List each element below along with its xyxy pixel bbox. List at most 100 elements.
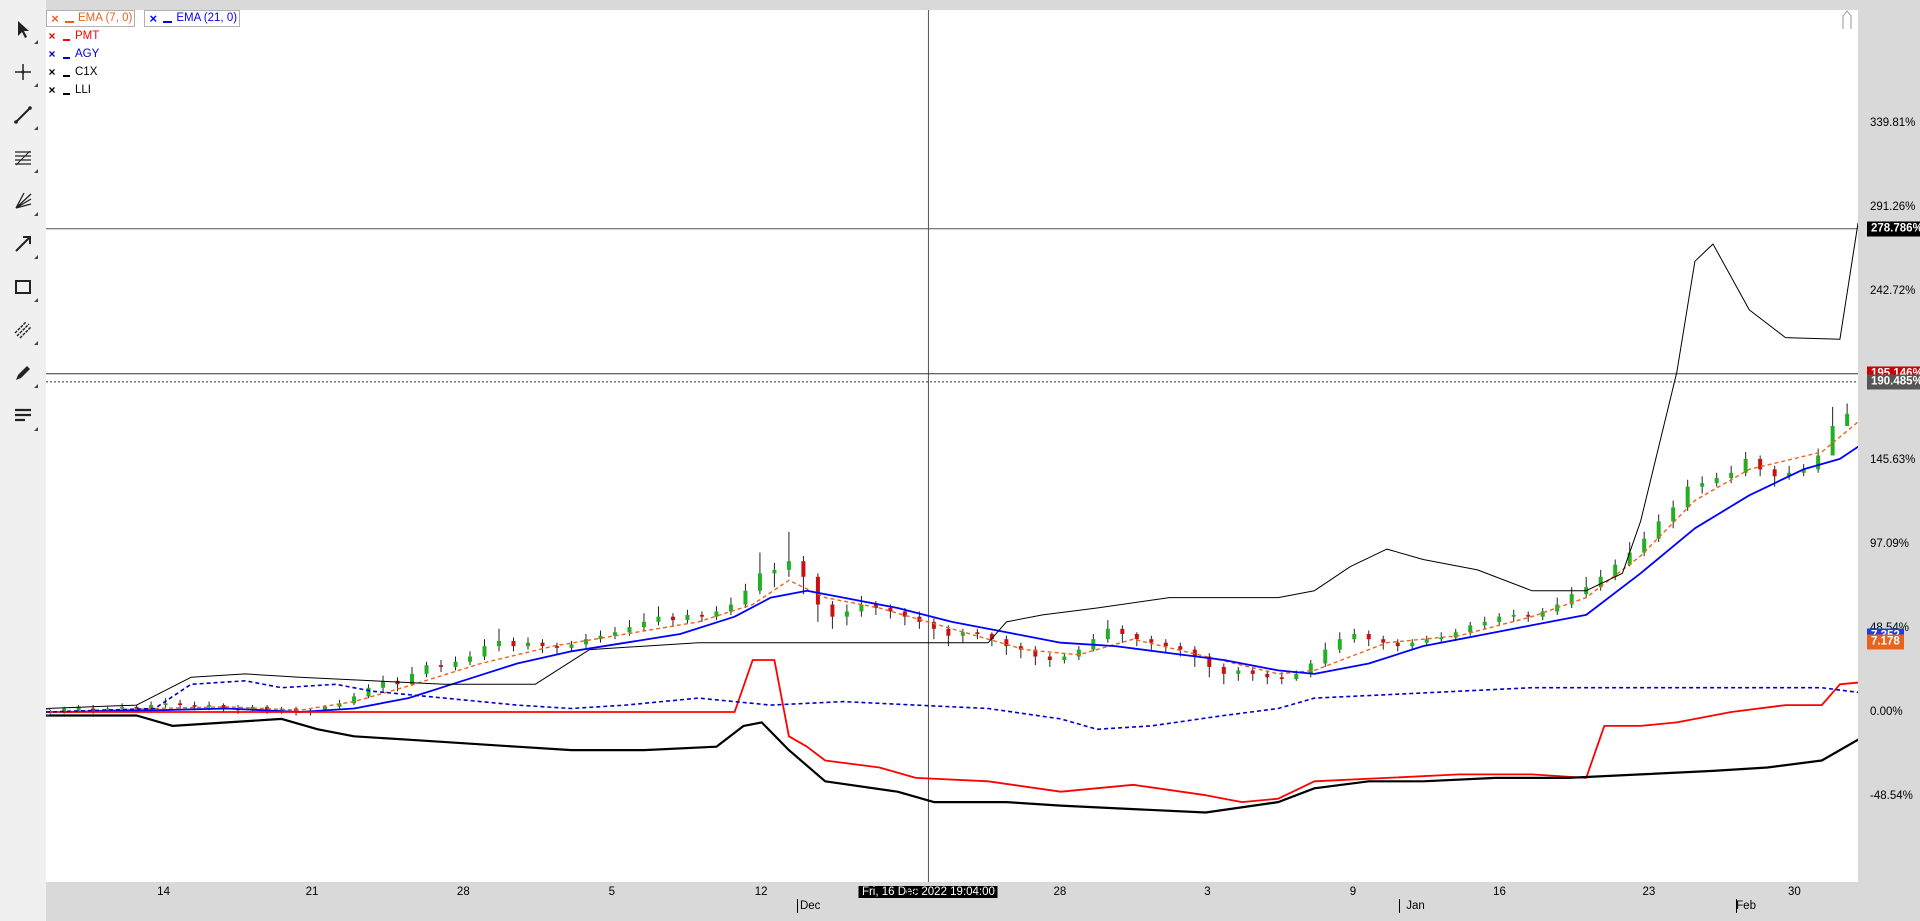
y-axis[interactable]: 339.81%291.26%242.72%145.63%97.09%48.54%… [1858,10,1920,882]
price-chart[interactable] [46,10,1858,882]
candle [931,618,936,640]
pen-icon [16,366,30,380]
candle [1366,630,1371,647]
candle [525,637,530,650]
candle [1540,608,1545,621]
candle [1337,632,1342,654]
candle [221,703,226,712]
close-icon[interactable]: × [51,11,59,26]
candle [1555,597,1560,615]
tool-pointer[interactable] [8,14,38,44]
candle [1062,653,1067,664]
candle [1526,611,1531,622]
symbol-agy[interactable]: × AGY [46,46,246,63]
close-icon[interactable]: × [48,65,56,79]
candle [1207,653,1212,678]
price-badge: 7.178 [1867,634,1904,650]
tool-fan[interactable] [8,186,38,216]
candle [728,597,733,615]
y-tick-label: 0.00% [1870,706,1903,718]
candle [540,639,545,654]
x-tick-label: 28 [1053,886,1067,898]
candle [439,660,444,673]
x-tick-label: 28 [456,886,470,898]
crosshair-date-label: Fri, 16 Dec 2022 19:04:00 [858,886,998,898]
candle [830,601,835,629]
tool-list[interactable] [8,401,38,431]
x-tick-label: 30 [1787,886,1801,898]
x-tick-label: 23 [1642,886,1656,898]
chart-area[interactable] [46,10,1858,882]
candle [1714,472,1719,487]
candle [757,552,762,595]
candle [1439,632,1444,643]
series-agy [46,680,1858,731]
list-icon [15,408,31,422]
candle [1308,660,1313,678]
drawing-toolbar [0,0,46,921]
crosshair-icon [15,64,31,80]
candle [453,656,458,671]
y-tick-label: 145.63% [1870,453,1916,466]
close-icon[interactable]: × [149,11,158,26]
tool-trendline[interactable] [8,100,38,130]
candle [1453,628,1458,641]
month-separator [797,899,799,913]
scroll-top-icon[interactable] [1842,10,1852,30]
x-tick-label: 19 [904,886,917,898]
candle [1091,634,1096,652]
candle [1076,646,1081,661]
candle [1830,406,1835,456]
candle [902,608,907,626]
candle [1033,646,1038,666]
candle [714,606,719,621]
candle [772,562,777,588]
x-tick-label: 12 [754,886,768,898]
x-month-label: Dec [799,900,821,912]
candle [1134,632,1139,647]
candle [1671,500,1676,529]
candle [1221,663,1226,685]
y-tick-label: 339.81% [1870,117,1916,129]
tool-fibonacci[interactable] [8,143,38,173]
candle [1163,639,1168,654]
candle [1381,635,1386,650]
indicator-label: EMA (21, 0) [176,12,238,24]
candle [641,613,646,631]
symbol-lli[interactable]: × LLI [46,82,246,99]
line-style-icon [63,51,70,59]
x-axis[interactable]: Fri, 16 Dec 2022 19:04:00 14 21 28 5 12 19 28 3… [46,882,1858,921]
close-icon[interactable]: × [48,83,56,97]
tool-rectangle[interactable] [8,272,38,302]
tool-arrow[interactable] [8,229,38,259]
candle [1323,642,1328,667]
channel-icon [14,321,32,339]
candle [1685,479,1690,511]
symbol-c1x[interactable]: × C1X [46,64,246,81]
candle [656,606,661,626]
month-separator [1398,899,1400,913]
candle [163,698,168,709]
indicator-ema-21[interactable]: × EMA (21, 0) [144,10,241,27]
candle [975,628,980,640]
x-tick-label: 9 [1349,886,1357,898]
candle [1743,452,1748,477]
candle [1352,628,1357,643]
close-icon[interactable]: × [48,47,56,61]
candle [1120,625,1125,643]
price-badge: 190.485% [1867,374,1920,390]
candle [685,609,690,624]
close-icon[interactable]: × [48,29,56,43]
symbol-pmt[interactable]: × PMT [46,28,246,45]
candle [612,627,617,640]
y-tick-label: 97.09% [1870,537,1910,550]
tool-channel[interactable] [8,315,38,345]
indicator-legend-row: × EMA (7, 0) × EMA (21, 0) [46,10,246,27]
tool-pen[interactable] [8,358,38,388]
tool-crosshair[interactable] [8,57,38,87]
indicator-ema-7[interactable]: × EMA (7, 0) [46,10,136,27]
candle [583,634,588,648]
candle [1656,514,1661,543]
candle [1265,670,1270,685]
fan-icon [15,192,32,209]
